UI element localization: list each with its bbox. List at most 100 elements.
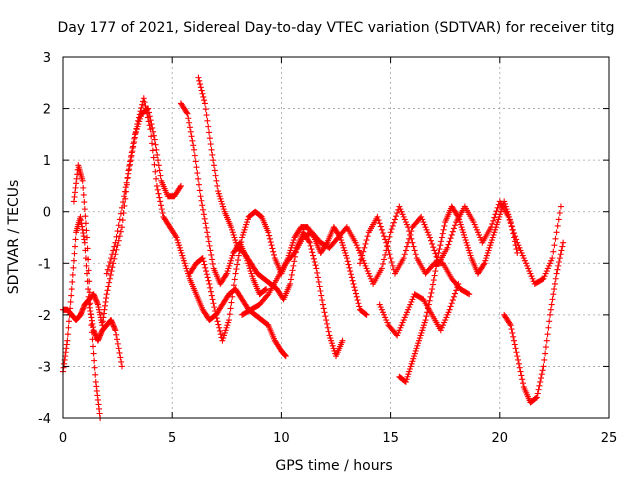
data-point-marker [555,262,562,269]
data-point-marker [348,274,355,281]
data-point-marker [439,230,446,237]
data-point-marker [112,327,119,334]
data-point-marker [219,337,226,344]
data-point-marker [188,133,195,140]
data-point-marker [362,311,369,318]
data-point-marker [306,239,313,246]
data-point-marker [360,248,367,255]
data-point-marker [88,322,95,329]
data-point-marker [205,238,212,245]
data-point-marker [80,191,87,198]
data-point-marker [107,271,114,278]
data-point-marker [548,301,555,308]
data-point-marker [266,232,273,239]
data-point-marker [429,240,436,247]
data-point-marker [550,291,557,298]
data-point-marker [481,260,488,267]
data-point-marker [213,177,220,184]
data-point-marker [422,317,429,324]
data-point-marker [212,307,219,314]
data-point-marker [228,224,235,231]
data-point-marker [113,233,120,240]
data-point-marker [496,213,503,220]
data-point-marker [315,278,322,285]
data-point-marker [405,371,412,378]
y-axis-label: SDTVAR / TECUs [6,180,22,295]
data-point-marker [197,84,204,91]
data-point-marker [356,303,363,310]
data-point-marker [545,324,552,331]
series-arc-11 [376,280,462,339]
data-point-marker [137,108,144,115]
data-point-marker [397,324,404,331]
data-point-marker [551,280,558,287]
data-point-marker [537,378,544,385]
data-point-marker [72,236,79,243]
data-point-marker [131,134,138,141]
data-point-marker [103,270,110,277]
data-point-marker [153,146,160,153]
data-point-marker [180,257,187,264]
data-point-marker [71,250,78,257]
data-point-marker [267,239,274,246]
data-point-marker [377,304,384,311]
data-point-marker [540,363,547,370]
data-point-marker [538,371,545,378]
data-point-marker [232,237,239,244]
data-point-marker [407,363,414,370]
data-point-marker [398,208,405,215]
data-point-marker [222,271,229,278]
data-point-marker [492,226,499,233]
data-point-marker [383,317,390,324]
data-point-marker [452,222,459,229]
data-point-marker [86,278,93,285]
data-point-marker [376,220,383,227]
data-point-marker [135,117,142,124]
data-point-marker [510,230,517,237]
data-point-marker [486,244,493,251]
data-point-marker [203,112,210,119]
data-point-marker [513,349,520,356]
data-point-marker [359,252,366,259]
data-point-marker [205,123,212,130]
data-point-marker [376,301,383,308]
data-point-marker [320,305,327,312]
series-arc-6 [195,74,346,360]
data-point-marker [555,216,562,223]
data-point-marker [381,256,388,263]
data-point-marker [118,224,125,231]
data-point-marker [143,106,150,113]
data-point-marker [389,222,396,229]
plot-frame [62,56,610,419]
data-point-marker [379,229,386,236]
data-point-marker [456,219,463,226]
data-point-marker [410,355,417,362]
data-point-marker [144,114,151,121]
data-point-marker [364,268,371,275]
data-point-marker [116,349,123,356]
data-point-marker [339,242,346,249]
data-point-marker [434,254,441,261]
data-point-marker [424,309,431,316]
data-point-marker [493,208,500,215]
data-point-marker [425,231,432,238]
data-point-marker [352,290,359,297]
data-point-marker [226,311,233,318]
data-point-marker [445,241,452,248]
data-point-marker [202,264,209,271]
data-point-marker [132,130,139,137]
data-point-marker [234,257,241,264]
data-point-marker [179,252,186,259]
data-point-marker [366,273,373,280]
data-point-marker [365,270,372,277]
data-point-marker [381,311,388,318]
series-arc-5 [177,100,270,298]
data-point-marker [177,184,184,191]
data-point-marker [197,193,204,200]
data-point-marker [135,114,142,121]
data-point-marker [67,298,74,305]
data-point-marker [387,229,394,236]
data-point-marker [215,188,222,195]
data-point-marker [208,251,215,258]
data-point-marker [88,329,95,336]
